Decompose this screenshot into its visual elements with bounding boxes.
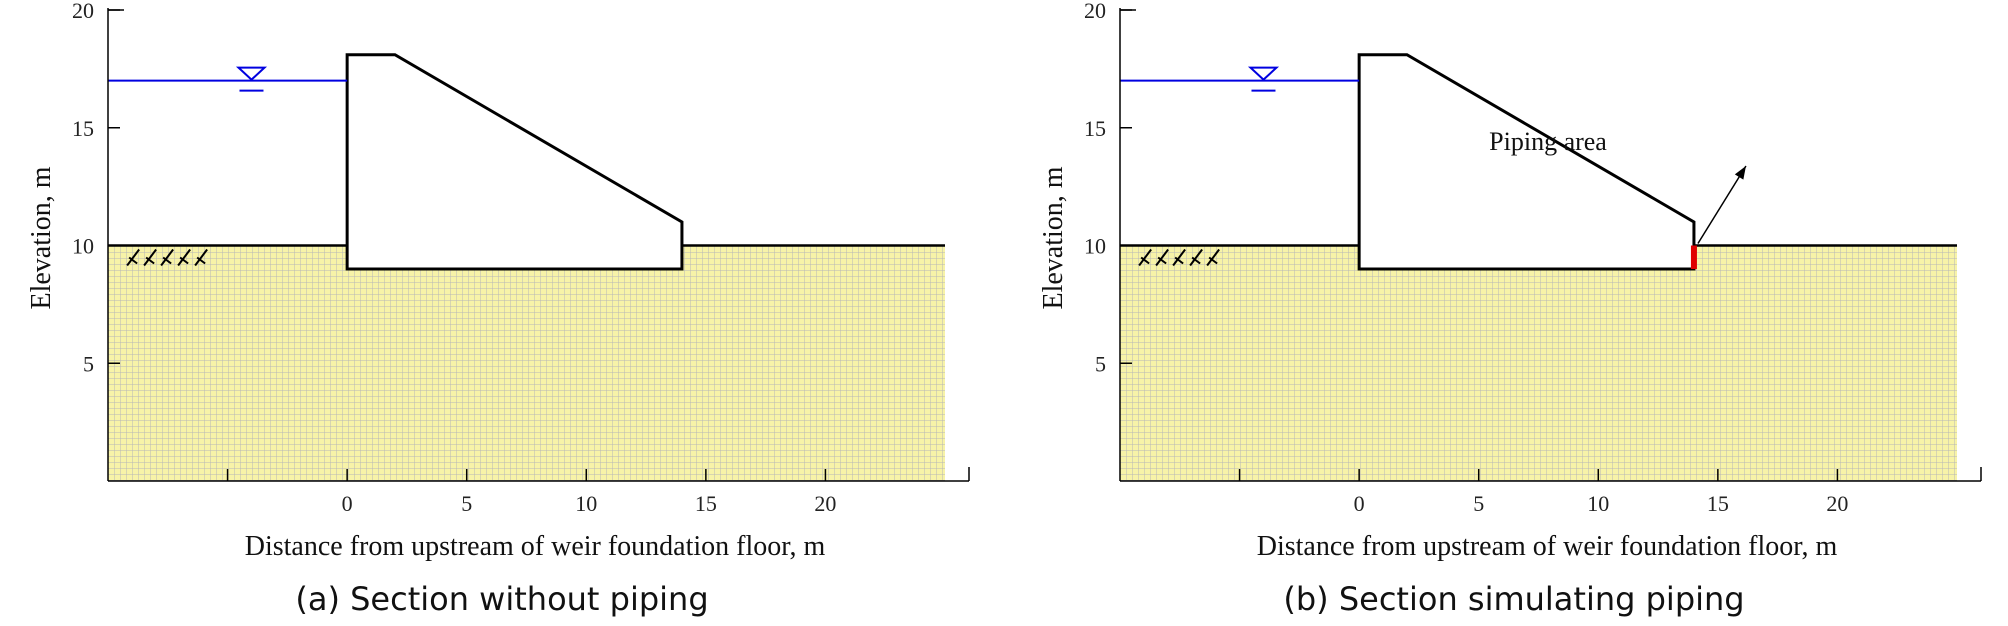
y-tick-label: 20: [72, 0, 94, 23]
soil-foundation: [108, 245, 945, 481]
y-tick-label: 10: [72, 234, 94, 259]
y-tick-label: 5: [1095, 351, 1106, 376]
water-level-symbol: [235, 66, 268, 82]
soil-hatch-symbol: [1138, 248, 1220, 267]
soil-foundation: [1120, 245, 1957, 481]
piping-arrow-head: [1734, 166, 1746, 180]
weir-body: [345, 53, 684, 271]
soil-hatch-symbol: [126, 248, 208, 267]
y-tick-label: 15: [1084, 116, 1106, 141]
cross-section-diagram-b: 0 5 10 15 20 5 10 15 20 Distance from upstream o…: [1038, 0, 1982, 562]
y-tick-label: 15: [72, 116, 94, 141]
x-axis-title: Distance from upstream of weir foundatio…: [1257, 531, 1838, 562]
x-tick-label: 10: [1587, 491, 1609, 516]
water-level-symbol: [1247, 66, 1280, 82]
piping-arrow: [1697, 165, 1747, 244]
y-axis-title: Elevation, m: [26, 166, 57, 309]
x-axis-title: Distance from upstream of weir foundatio…: [245, 531, 826, 562]
x-tick-label: 5: [1473, 491, 1484, 516]
y-tick-label: 5: [83, 351, 94, 376]
caption-a: (a) Section without piping: [295, 580, 709, 618]
x-tick-label: 20: [1826, 491, 1848, 516]
x-tick-label: 15: [695, 491, 717, 516]
x-tick-label: 20: [814, 491, 836, 516]
y-tick-label: 20: [1084, 0, 1106, 23]
x-tick-label: 0: [1354, 491, 1365, 516]
x-tick-label: 5: [461, 491, 472, 516]
x-tick-label: 10: [575, 491, 597, 516]
caption-b: (b) Section simulating piping: [1283, 580, 1745, 618]
x-tick-label: 0: [342, 491, 353, 516]
cross-section-diagram-a: 0 5 10 15 20 5 10 15 20 Distance from upstream o…: [26, 0, 970, 562]
panel-b: 0 5 10 15 20 5 10 15 20 Distance from upstream o…: [1012, 0, 2008, 626]
weir-body: [1357, 53, 1696, 271]
y-axis-title: Elevation, m: [1038, 166, 1069, 309]
piping-zone: [1690, 245, 1697, 270]
y-tick-label: 10: [1084, 234, 1106, 259]
panel-a: 0 5 10 15 20 5 10 15 20 Distance from upstream o…: [26, 0, 970, 618]
x-tick-label: 15: [1707, 491, 1729, 516]
piping-area-label: Piping area: [1489, 127, 1607, 156]
